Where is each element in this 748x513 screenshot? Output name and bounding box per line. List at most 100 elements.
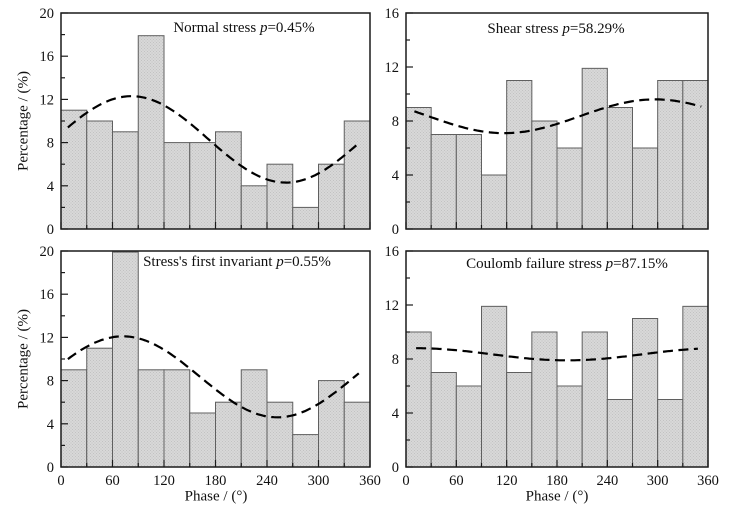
y-axis-label-top: Percentage / (%)	[15, 71, 32, 171]
y-tick-label: 20	[40, 6, 55, 22]
histogram-bar	[86, 347, 113, 468]
y-tick-label: 12	[385, 298, 400, 314]
panel-title-coulomb-failure: Coulomb failure stress p=87.15%	[466, 256, 668, 273]
y-tick-label: 8	[392, 114, 399, 130]
histogram-bar	[606, 399, 634, 468]
panel-title-normal-stress: Normal stress p=0.45%	[173, 20, 314, 37]
y-tick-label: 16	[40, 287, 55, 303]
x-tick-label: 240	[596, 473, 618, 489]
histogram-bar	[455, 385, 482, 468]
y-tick-label: 12	[40, 92, 55, 108]
y-axis-label-bottom: Percentage / (%)	[15, 309, 32, 409]
x-tick-label: 60	[105, 473, 120, 489]
histogram-bar	[531, 331, 558, 468]
fit-curve	[414, 98, 702, 135]
histogram-bar	[506, 80, 533, 230]
histogram-bar	[343, 401, 371, 468]
p-symbol: p	[259, 20, 268, 36]
x-tick-label: 300	[308, 473, 330, 489]
p-value: =58.29%	[569, 21, 625, 37]
histogram-bar	[215, 131, 242, 230]
histogram-bar	[215, 401, 242, 468]
histogram-bars	[60, 251, 371, 468]
y-tick-label: 16	[40, 49, 55, 65]
histogram-bar	[531, 120, 558, 230]
histogram-bar	[112, 131, 139, 230]
histogram-bars	[60, 35, 371, 230]
fit-curve	[416, 347, 698, 362]
panel-coulomb-failure-stress: 0 4 8 12 16 0 60 120 180 240 300 360	[385, 244, 719, 489]
axis-ticks	[405, 12, 709, 230]
x-tick-label: 300	[647, 473, 669, 489]
y-tick-label: 4	[47, 179, 55, 195]
title-text: Normal stress	[173, 20, 260, 36]
histogram-bar	[163, 142, 191, 230]
x-tick-label: 0	[57, 473, 64, 489]
panel-first-invariant: 0 4 8 12 16 20 0 60 120 180 240 300 360	[40, 244, 381, 489]
histogram-bar	[137, 35, 165, 230]
y-tick-label: 20	[40, 244, 55, 260]
histogram-bars	[405, 305, 709, 468]
y-tick-label: 0	[47, 222, 54, 238]
title-text: Coulomb failure stress	[466, 256, 606, 272]
p-value: =87.15%	[613, 256, 668, 272]
histogram-bar	[632, 318, 659, 468]
y-tick-label: 4	[392, 168, 400, 184]
histogram-bar	[606, 107, 634, 230]
y-tick-labels: 0 4 8 12 16 20	[40, 244, 55, 476]
histogram-bar	[240, 369, 268, 468]
x-tick-label: 0	[402, 473, 409, 489]
axis-ticks	[405, 250, 709, 468]
histogram-bar	[318, 163, 345, 230]
title-text: Shear stress	[487, 21, 563, 37]
histogram-bar	[60, 109, 88, 230]
y-tick-label: 8	[47, 136, 54, 152]
histogram-bar	[112, 251, 139, 468]
histogram-bar	[455, 134, 482, 230]
x-tick-label: 240	[256, 473, 278, 489]
histogram-bar	[405, 331, 432, 468]
histogram-bar	[657, 80, 684, 230]
y-tick-label: 16	[385, 6, 400, 22]
y-tick-label: 16	[385, 244, 400, 260]
histogram-bar	[632, 147, 659, 230]
histogram-bar	[240, 185, 268, 230]
p-symbol: p	[605, 256, 614, 272]
histogram-bar	[581, 67, 608, 230]
y-tick-label: 0	[392, 460, 399, 476]
histogram-bar	[292, 434, 319, 468]
y-tick-label: 0	[47, 460, 54, 476]
histogram-bar	[430, 134, 457, 230]
histogram-bar	[266, 163, 294, 230]
fit-curve	[67, 335, 360, 419]
x-tick-labels: 0 60 120 180 240 300 360	[402, 473, 719, 489]
axis-ticks	[60, 250, 371, 468]
histogram-bar	[163, 369, 191, 468]
histogram-bar	[682, 305, 709, 468]
histogram-bar	[556, 147, 583, 230]
panel-title-first-invariant: Stress's first invariant p=0.55%	[143, 254, 331, 271]
histogram-bar	[318, 380, 345, 468]
panel-shear-stress: 0 4 8 12 16	[385, 6, 709, 238]
histogram-bar	[86, 120, 113, 230]
axis-ticks	[60, 12, 371, 230]
y-tick-label: 12	[385, 60, 400, 76]
x-tick-label: 60	[449, 473, 464, 489]
x-tick-label: 180	[546, 473, 568, 489]
histogram-bar	[266, 401, 294, 468]
histogram-bar	[430, 372, 457, 468]
p-symbol: p	[562, 21, 570, 37]
y-tick-label: 12	[40, 330, 55, 346]
histogram-bar	[657, 399, 684, 468]
x-tick-label: 180	[205, 473, 227, 489]
histogram-bar	[343, 120, 371, 230]
p-value: =0.55%	[283, 254, 331, 270]
y-tick-label: 0	[392, 222, 399, 238]
histogram-bar	[481, 174, 508, 230]
histogram-bar	[189, 412, 216, 468]
x-axis-label-left: Phase / (°)	[184, 488, 248, 505]
x-tick-label: 360	[359, 473, 381, 489]
y-tick-label: 4	[392, 406, 400, 422]
histogram-bar	[189, 142, 216, 230]
